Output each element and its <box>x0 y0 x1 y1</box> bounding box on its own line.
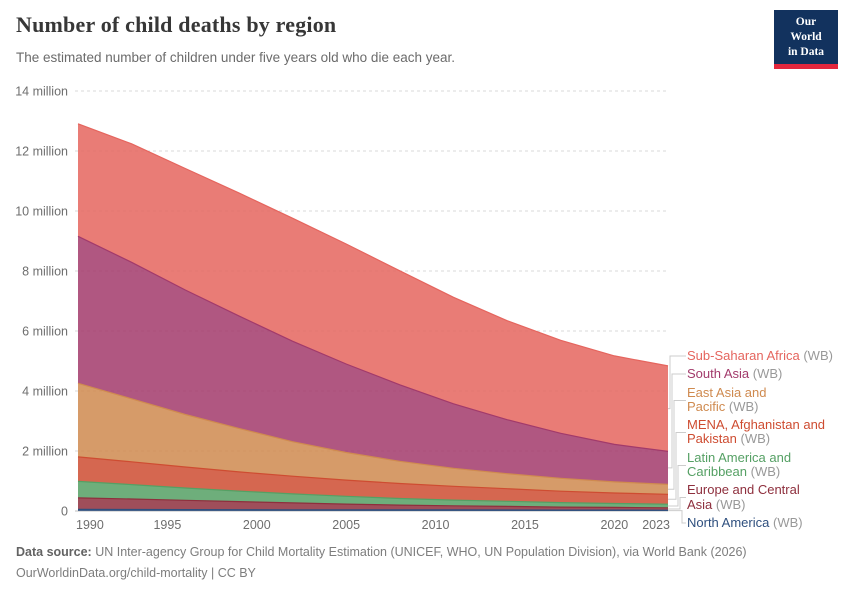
area-top-edge-mena-afghanistan-and-pakistan <box>77 456 669 495</box>
area-mena-afghanistan-and-pakistan[interactable] <box>78 456 668 505</box>
legend-label: MENA, Afghanistan and Pakistan <box>687 417 826 447</box>
area-east-asia-and-pacific[interactable] <box>78 383 668 495</box>
area-sub-saharan-africa[interactable] <box>78 123 668 452</box>
owid-logo-accent-bar <box>774 63 838 69</box>
area-top-edge-europe-and-central-asia <box>77 497 669 509</box>
y-axis-label: 4 million <box>22 385 68 399</box>
legend-connector <box>668 510 686 524</box>
x-axis-label: 1990 <box>76 518 104 532</box>
area-top-edge-south-asia <box>77 235 669 452</box>
legend-label: South Asia <box>687 366 750 382</box>
legend-suffix: (WB) <box>769 514 803 530</box>
owid-logo-line2: in Data <box>787 45 825 58</box>
legend-connector <box>668 355 686 410</box>
data-source-label: Data source: <box>16 545 92 559</box>
owid-logo-text: Our World in Data <box>774 10 838 64</box>
y-axis-label: 12 million <box>15 145 68 159</box>
page-title: Number of child deaths by region <box>16 12 337 37</box>
legend-label: North America <box>687 514 770 530</box>
legend-item-sub-saharan-africa[interactable]: Sub-Saharan Africa (WB) <box>687 348 833 363</box>
legend-item-south-asia[interactable]: South Asia (WB) <box>687 367 833 381</box>
legend-item-north-america[interactable]: North America (WB) <box>687 514 833 530</box>
y-axis-label: 8 million <box>22 265 68 279</box>
y-axis-label: 2 million <box>22 445 68 459</box>
legend-label: Sub-Saharan Africa <box>687 348 800 363</box>
chart-subtitle: The estimated number of children under f… <box>16 50 455 65</box>
y-axis-label: 10 million <box>15 205 68 219</box>
legend-label: Latin America and Caribbean <box>687 449 792 480</box>
legend-suffix: (WB) <box>736 431 771 447</box>
chart-footer: Data source: UN Inter-agency Group for C… <box>16 543 834 583</box>
y-axis-label: 14 million <box>15 85 68 99</box>
x-axis-label: 1995 <box>153 518 181 532</box>
owid-logo[interactable]: Our World in Data <box>774 10 838 69</box>
owid-logo-line1: Our World <box>790 16 822 43</box>
legend-connector <box>668 465 686 507</box>
legend-item-mena-afghanistan-and-pakistan[interactable]: MENA, Afghanistan and Pakistan (WB) <box>687 417 833 447</box>
x-axis-label: 2020 <box>600 518 628 532</box>
y-axis-label: 6 million <box>22 325 68 339</box>
legend-connector <box>668 432 686 500</box>
legend-suffix: (WB) <box>749 366 783 382</box>
legend-suffix: (WB) <box>712 496 746 512</box>
legend-suffix: (WB) <box>747 464 781 480</box>
legend-label: East Asia and Pacific <box>687 384 767 414</box>
x-axis-label: 2000 <box>243 518 271 532</box>
x-axis-label: 2023 <box>642 518 670 532</box>
legend-item-east-asia-and-pacific[interactable]: East Asia and Pacific (WB) <box>687 384 833 415</box>
x-axis-label: 2010 <box>422 518 450 532</box>
y-axis-label: 0 <box>61 505 68 519</box>
legend-connector <box>668 400 686 490</box>
legend-item-latin-america-and-caribbean[interactable]: Latin America and Caribbean (WB) <box>687 449 833 480</box>
area-south-asia[interactable] <box>78 236 668 485</box>
x-axis-label: 2015 <box>511 518 539 532</box>
legend-suffix: (WB) <box>725 398 759 414</box>
legend-item-europe-and-central-asia[interactable]: Europe and Central Asia (WB) <box>687 483 833 512</box>
citation-link[interactable]: OurWorldinData.org/child-mortality | CC … <box>16 565 256 580</box>
area-top-edge-sub-saharan-africa <box>77 123 669 367</box>
legend-connector <box>668 497 686 510</box>
chart-legend: Sub-Saharan Africa (WB) South Asia (WB) Ea… <box>687 348 833 534</box>
legend-label: Europe and Central Asia <box>687 482 800 512</box>
legend-suffix: (WB) <box>799 348 833 363</box>
area-top-edge-latin-america-and-caribbean <box>77 480 669 505</box>
data-source-text: UN Inter-agency Group for Child Mortalit… <box>95 545 747 559</box>
x-axis-label: 2005 <box>332 518 360 532</box>
legend-connector <box>668 373 686 469</box>
area-top-edge-east-asia-and-pacific <box>77 382 669 485</box>
data-source-line: Data source: UN Inter-agency Group for C… <box>16 543 834 562</box>
area-top-edge-north-america <box>77 508 669 511</box>
